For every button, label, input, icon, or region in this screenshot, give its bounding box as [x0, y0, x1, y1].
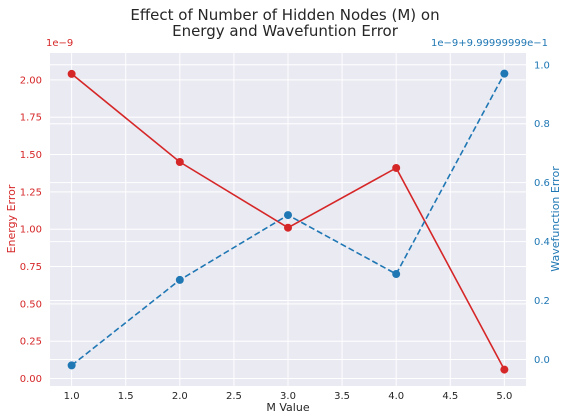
left-tick-label: 0.50: [20, 299, 42, 310]
energy-error-point: [284, 224, 292, 232]
left-axis-label: Energy Error: [5, 184, 18, 253]
left-tick-label: 0.25: [20, 337, 42, 348]
chart-title-line-2: Energy and Wavefuntion Error: [172, 22, 399, 40]
left-tick-label: 1.50: [20, 150, 42, 161]
left-tick-label: 1.25: [20, 187, 42, 198]
right-tick-label: 0.0: [534, 355, 550, 366]
left-offset-text: 1e−9: [46, 38, 73, 49]
x-tick-label: 4.5: [442, 391, 458, 402]
right-axis-label: Wavefunction Error: [549, 166, 562, 272]
energy-error-point: [500, 366, 508, 374]
left-tick-label: 0.75: [20, 262, 42, 273]
right-tick-label: 0.6: [534, 178, 550, 189]
x-tick-label: 1.5: [118, 391, 134, 402]
wavefunction-error-point: [284, 211, 292, 219]
right-tick-label: 0.2: [534, 296, 550, 307]
x-tick-label: 5.0: [496, 391, 512, 402]
x-tick-label: 2.0: [172, 391, 188, 402]
x-tick-label: 3.5: [334, 391, 350, 402]
wavefunction-error-point: [392, 270, 400, 278]
left-tick-label: 1.75: [20, 113, 42, 124]
right-tick-label: 1.0: [534, 60, 550, 71]
left-tick-label: 0.00: [20, 374, 42, 385]
left-tick-label: 1.00: [20, 225, 42, 236]
energy-error-point: [68, 70, 76, 78]
wavefunction-error-point: [68, 361, 76, 369]
x-tick-label: 2.5: [226, 391, 242, 402]
left-tick-label: 2.00: [20, 75, 42, 86]
right-offset-text: 1e−9+9.99999999e−1: [431, 38, 548, 49]
energy-error-point: [392, 164, 400, 172]
right-tick-label: 0.8: [534, 119, 550, 130]
right-tick-label: 0.4: [534, 237, 550, 248]
x-tick-label: 4.0: [388, 391, 404, 402]
wavefunction-error-point: [500, 70, 508, 78]
x-axis-label: M Value: [266, 401, 309, 414]
x-tick-label: 1.0: [64, 391, 80, 402]
wavefunction-error-point: [176, 276, 184, 284]
energy-error-point: [176, 158, 184, 166]
